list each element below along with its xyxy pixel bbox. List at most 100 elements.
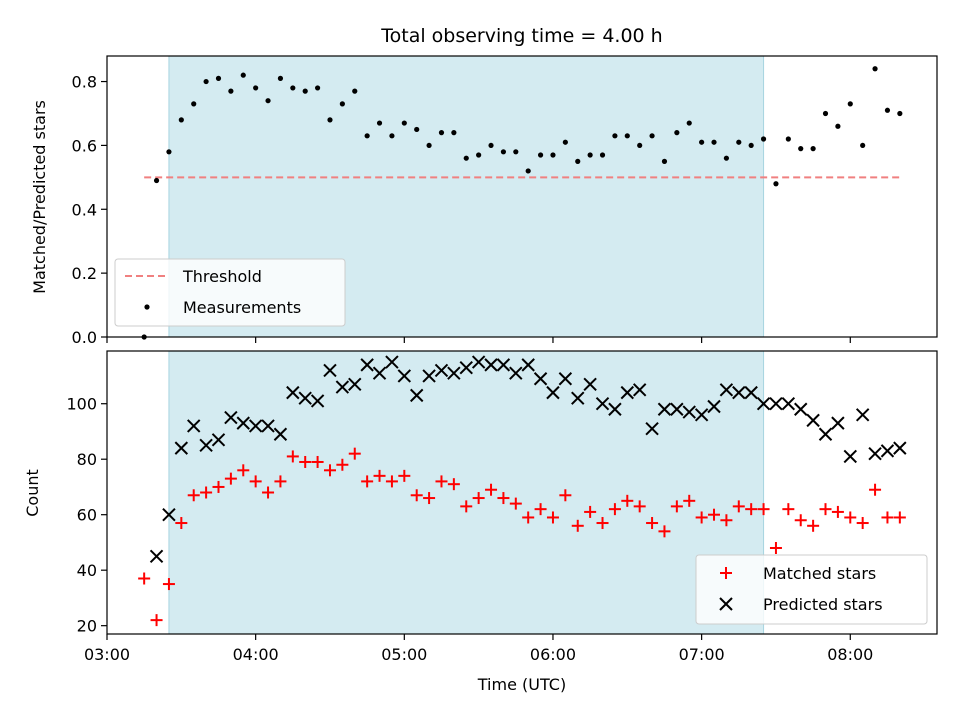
- ratio-y-tick-label: 0.2: [72, 264, 97, 283]
- predicted-star-point: [335, 380, 350, 394]
- measurement-point: [699, 139, 705, 145]
- matched-star-point: [373, 469, 386, 482]
- matched-star-point: [348, 447, 361, 460]
- matched-star-point: [893, 511, 906, 524]
- predicted-star-point: [236, 416, 250, 430]
- matched-star-point: [311, 455, 324, 468]
- matched-star-point: [398, 469, 411, 482]
- count-y-tick-label: 60: [77, 506, 97, 525]
- ratio-panel: Total observing time = 4.00 h Matched/Pr…: [30, 25, 938, 347]
- predicted-star-point: [546, 385, 560, 400]
- matched-star-point: [323, 464, 336, 477]
- matched-star-point: [869, 483, 882, 496]
- measurement-point: [438, 130, 445, 136]
- count-shaded-span: [168, 350, 765, 635]
- matched-star-point: [187, 489, 200, 502]
- measurement-point: [612, 133, 618, 139]
- x-tick-label: 03:00: [84, 645, 130, 664]
- predicted-star-point: [224, 410, 238, 425]
- matched-star-point: [708, 508, 721, 521]
- matched-star-point: [286, 450, 299, 463]
- measurement-point: [265, 98, 271, 104]
- predicted-star-point: [261, 419, 275, 433]
- measurement-point: [463, 155, 469, 161]
- x-tick-label: 05:00: [381, 645, 427, 664]
- matched-star-point: [856, 517, 869, 530]
- predicted-star-point: [818, 427, 833, 441]
- matched-star-point: [695, 511, 708, 524]
- ratio-y-tick-label: 0.4: [72, 200, 97, 219]
- matched-star-point: [670, 500, 683, 513]
- predicted-star-point: [645, 421, 659, 436]
- measurements-legend-swatch: [144, 304, 150, 310]
- matched-star-point: [757, 503, 770, 516]
- matched-legend-swatch: [720, 567, 732, 579]
- measurement-point: [364, 133, 370, 139]
- predicted-star-point: [397, 369, 412, 383]
- measurement-point: [649, 133, 655, 139]
- matched-star-point: [596, 517, 609, 530]
- matched-star-point: [819, 503, 832, 516]
- predicted-star-point: [682, 405, 696, 419]
- matched-star-point: [844, 511, 857, 524]
- matched-legend-label: Matched stars: [763, 564, 876, 583]
- measurement-point: [476, 152, 482, 158]
- matched-star-point: [224, 472, 237, 485]
- predicted-star-point: [868, 446, 882, 461]
- predicted-star-point: [162, 507, 176, 522]
- matched-star-point: [584, 505, 597, 518]
- predicted-legend-swatch: [719, 597, 733, 611]
- matched-star-point: [646, 517, 659, 530]
- measurement-point: [352, 88, 358, 94]
- measurement-point: [637, 142, 643, 149]
- predicted-star-point: [583, 377, 597, 392]
- predicted-star-point: [509, 366, 523, 380]
- predicted-star-point: [781, 397, 796, 411]
- measurement-point: [587, 152, 593, 158]
- ratio-plot-frame: [106, 55, 938, 338]
- count-y-tick-label: 100: [66, 395, 97, 414]
- matched-star-point: [732, 500, 745, 513]
- predicted-star-point: [657, 402, 672, 416]
- predicted-star-point: [756, 397, 771, 411]
- measurement-point: [253, 85, 259, 91]
- predicted-star-point: [360, 358, 374, 372]
- predicted-star-point: [794, 402, 808, 416]
- predicted-legend-label: Predicted stars: [763, 595, 883, 614]
- matched-star-point: [559, 489, 572, 502]
- matched-star-point: [385, 475, 398, 488]
- measurement-point: [835, 123, 841, 129]
- count-plot-frame: [106, 350, 938, 635]
- measurement-point: [736, 139, 742, 145]
- measurement-point: [860, 142, 866, 149]
- measurement-point: [277, 75, 284, 81]
- predicted-star-point: [608, 402, 622, 416]
- measurement-point: [884, 107, 891, 113]
- measurement-point: [798, 146, 804, 152]
- matched-star-point: [138, 572, 151, 585]
- predicted-star-point: [732, 385, 746, 400]
- matched-star-point: [509, 497, 522, 510]
- matched-star-point: [274, 475, 287, 488]
- count-legend: Matched stars Predicted stars: [695, 554, 928, 625]
- matched-star-point: [794, 514, 807, 527]
- matched-star-point: [299, 455, 312, 468]
- matched-star-point: [212, 480, 225, 493]
- predicted-star-point: [571, 391, 585, 405]
- predicted-star-point: [248, 419, 263, 433]
- measurement-point: [872, 66, 878, 72]
- measurement-point: [376, 120, 383, 126]
- predicted-star-point: [149, 549, 164, 564]
- predicted-star-point: [707, 399, 721, 414]
- ratio-legend: Threshold Measurements: [114, 258, 346, 327]
- matched-star-point: [881, 511, 894, 524]
- measurement-point: [562, 139, 568, 145]
- matched-star-point: [336, 458, 349, 471]
- predicted-star-point: [310, 394, 325, 408]
- measurement-point: [191, 101, 197, 107]
- predicted-star-point: [484, 358, 498, 372]
- x-tick-label: 04:00: [233, 645, 279, 664]
- predicted-star-point: [533, 372, 548, 386]
- matched-star-point: [546, 511, 559, 524]
- predicted-star-point: [422, 369, 436, 383]
